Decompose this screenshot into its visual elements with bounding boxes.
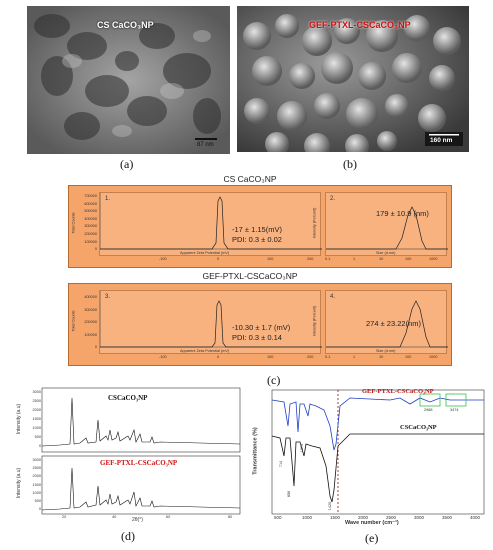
box-number-3: 3.: [105, 294, 111, 300]
box-4-line1: 274 ± 23.22(nm): [366, 319, 421, 328]
xrd-ylabel-top: Intensity (a.u): [16, 403, 23, 435]
sem-overlay-label: GEF-PTXL-CSCaCO₃NP: [309, 20, 411, 30]
group1-title: CS CaCO₃NP: [223, 174, 277, 184]
tem-texture: [27, 6, 230, 154]
xrd-top-title: CSCaCO₃NP: [108, 394, 148, 402]
ftir-peak-856: 856: [287, 490, 292, 498]
ftir-peak-1420: 1420: [328, 501, 333, 511]
xrd-bottom-title: GEF-PTXL-CSCaCO₃NP: [100, 459, 178, 467]
xrd-yticks-bottom: 3000 2500 2000 1500 1000 500 0: [32, 458, 41, 512]
box-number-1: 1.: [105, 196, 111, 202]
xrd-xlabel: 2θ(°): [132, 517, 143, 523]
box-3-line2: PDI: 0.3 ± 0.14: [232, 333, 282, 342]
zeta-plot-1: 1. -17 ± 1.15(mV) PDI: 0.3 ± 0.02 Appare…: [99, 192, 322, 256]
panel-label-c: (c): [267, 373, 281, 387]
size-plot-2: 2. 179 ± 10.9 (nm) Size (d.nm): [325, 192, 448, 256]
zeta-size-group-1: 1. -17 ± 1.15(mV) PDI: 0.3 ± 0.02 Appare…: [68, 185, 452, 268]
size-ylabel-4: Intensity (Percent): [312, 305, 317, 337]
box-3-line1: -10.30 ± 1.7 (mV): [232, 323, 291, 332]
ftir-ylabel: Transmittance (%): [252, 427, 259, 475]
size-xlabel-4: Size (d.nm): [376, 349, 396, 353]
zeta-xlabel-3: Apparent Zeta Potential (mV): [180, 349, 230, 353]
box-1-line2: PDI: 0.3 ± 0.02: [232, 235, 282, 244]
zeta-plot-3: 3. -10.30 ± 1.7 (mV) PDI: 0.3 ± 0.14 App…: [99, 290, 322, 354]
zeta-yticks-3: 400000 300000 200000 100000 0: [84, 295, 97, 349]
ftir-peak-1079: 1079: [300, 443, 305, 453]
zeta-xlabel-1: Apparent Zeta Potential (mV): [180, 251, 230, 255]
box-1-line1: -17 ± 1.15(mV): [232, 225, 282, 234]
ftir-bottom-title: CSCaCO₃NP: [400, 424, 437, 431]
ftir-top-series: [271, 397, 484, 451]
tem-scale-label: 87 nm: [197, 142, 214, 148]
zeta-curve-1: [99, 193, 322, 250]
ftir-highlight-2: [445, 393, 467, 407]
ftir-peak-714: 714: [279, 460, 284, 468]
box-number-4: 4.: [330, 294, 336, 300]
zeta-size-group-2: 3. -10.30 ± 1.7 (mV) PDI: 0.3 ± 0.14 App…: [68, 283, 452, 366]
xrd-ylabel-bottom: Intensity (a.u): [16, 467, 23, 499]
xrd-svg: [41, 387, 241, 515]
group2-title: GEF-PTXL-CSCaCO₃NP: [202, 271, 298, 281]
box-2-line1: 179 ± 10.9 (nm): [376, 209, 429, 218]
panel-label-b: (b): [343, 157, 357, 171]
ftir-xlabel: Wave number (cm⁻¹): [345, 520, 399, 526]
sem-scale-label: 160 nm: [430, 137, 453, 144]
size-plot-4: 4. 274 ± 23.22(nm) Size (d.nm): [325, 290, 448, 354]
tem-overlay-label: CS CaCO₃NP: [97, 20, 154, 30]
zeta-curve-3: [99, 291, 322, 348]
ftir-peak-2988: 2988: [424, 408, 433, 412]
panel-label-e: (e): [365, 531, 379, 545]
ftir-svg: [271, 389, 485, 515]
size-curve-4: [326, 300, 448, 348]
ftir-highlight-1: [419, 393, 441, 407]
size-xlabel-2: Size (d.nm): [376, 251, 396, 255]
ftir-peak-3474: 3474: [450, 408, 459, 412]
xrd-yticks-top: 3000 2500 2000 1500 1000 500 0: [32, 390, 41, 448]
zeta-yticks-1: 700000 600000 500000 400000 300000 200000 1000…: [84, 194, 97, 252]
tem-image-cs-caco3np: CS CaCO₃NP 87 nm: [27, 6, 230, 154]
xrd-chart: CSCaCO₃NP GEF-PTXL-CSCaCO₃NP Intensity (…: [0, 384, 245, 524]
size-ylabel-2: Intensity (Percent): [312, 207, 317, 239]
ftir-chart: GEF-PTXL-CSCaCO₃NP CSCaCO₃NP Transmittan…: [250, 386, 485, 526]
size-curve-2: [326, 206, 448, 250]
ftir-bottom-series: [271, 433, 484, 503]
sem-image-gef-ptxl: GEF-PTXL-CSCaCO₃NP 160 nm: [237, 6, 469, 152]
sem-texture: [237, 6, 469, 152]
box-number-2: 2.: [330, 196, 336, 202]
ftir-top-title: GEF-PTXL-CSCaCO₃NP: [362, 388, 434, 395]
panel-label-d: (d): [121, 529, 135, 543]
panel-label-a: (a): [120, 157, 134, 171]
